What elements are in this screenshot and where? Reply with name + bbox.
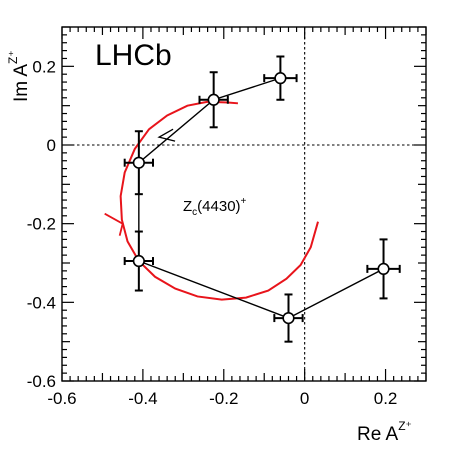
x-tick-label: 0.2 [374,389,398,408]
x-axis-title: Re AZ⁺ [357,419,412,445]
connector-layer [138,77,384,319]
y-tick-label: 0 [47,136,56,155]
model-curve-arrow [104,212,124,236]
errorbar-layer [123,55,401,343]
model-curve [119,100,319,301]
experiment-label: LHCb [95,39,172,72]
connector-arrow [157,128,176,142]
x-tick-label: -0.2 [209,389,238,408]
x-tick-label: -0.4 [128,389,157,408]
axis-tick-labels: -0.6 -0.4 -0.2 0 0.2 -0.6 -0.4 -0.2 0 0.2 [27,57,398,408]
y-tick-label: -0.4 [27,293,56,312]
zero-reference-lines [62,27,426,381]
y-tick-label: -0.6 [27,372,56,391]
x-tick-label: 0 [300,389,309,408]
data-point [132,156,145,169]
data-point [282,311,295,325]
axis-ticks [61,26,427,382]
y-tick-label: 0.2 [32,57,56,76]
data-point [207,93,220,106]
model-curve-layer [104,100,319,301]
x-tick-label: -0.6 [47,389,76,408]
state-annotation: Zc(4430)+ [183,196,247,218]
data-point [132,254,145,268]
plot-frame [61,26,427,382]
y-tick-label: -0.2 [27,215,56,234]
data-point [274,72,287,85]
data-point-layer [132,72,390,325]
data-point [377,262,390,276]
y-axis-title: Im AZ⁺ [6,50,32,102]
connector-line [138,77,384,319]
